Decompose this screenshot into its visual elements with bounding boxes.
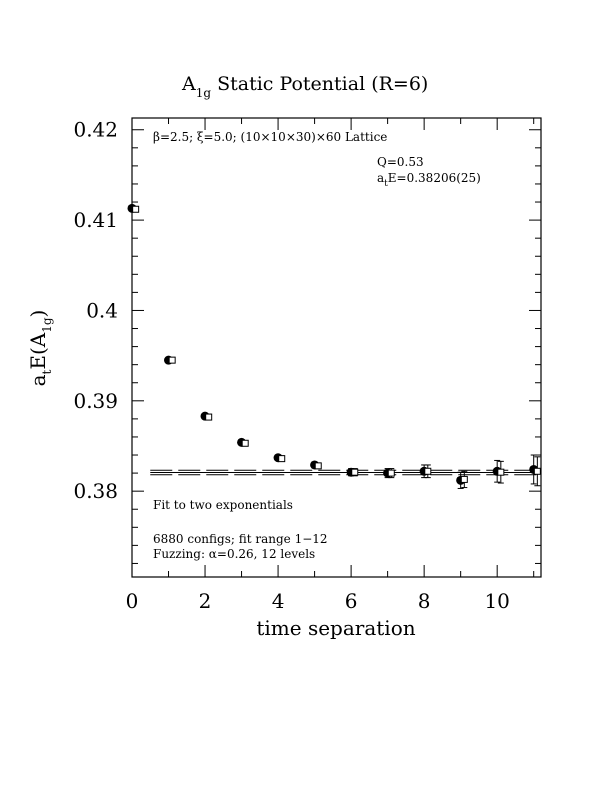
y-axis-title-sub-1g: 1g — [40, 317, 54, 333]
energy-note-prefix: a — [377, 171, 384, 185]
y-axis-title-close: ) — [26, 310, 50, 318]
y-tick-label: 0.41 — [73, 208, 118, 232]
axis-ticks — [131, 118, 541, 577]
y-tick-label: 0.38 — [73, 479, 118, 503]
data-point-square — [205, 413, 213, 421]
plot-frame — [131, 117, 542, 578]
fit-note: Fit to two exponentials — [153, 498, 293, 512]
chart-title: A1g Static Potential (R=6) — [181, 73, 428, 100]
data-point-square — [497, 468, 505, 476]
lattice-note: β=2.5; ξ=5.0; (10×10×30)×60 Lattice — [153, 130, 387, 144]
y-axis-title-main: a — [26, 374, 50, 386]
data-point-square — [387, 469, 395, 477]
data-point-square — [132, 205, 140, 213]
chart-title-rest: Static Potential (R=6) — [211, 73, 428, 95]
data-points — [127, 203, 541, 489]
data-point-square — [241, 439, 249, 447]
data-point-square — [351, 468, 359, 476]
fit-band — [150, 469, 541, 476]
y-tick-label: 0.4 — [86, 298, 118, 322]
x-tick-label: 10 — [484, 589, 509, 613]
energy-note-rest: E=0.38206(25) — [388, 171, 481, 185]
energy-note-sub: t — [384, 179, 388, 189]
x-tick-label: 4 — [272, 589, 285, 613]
data-point-square — [314, 462, 322, 470]
energy-note: atE=0.38206(25) — [377, 171, 481, 189]
data-point-square — [424, 467, 432, 475]
y-axis-title-sub-t: t — [40, 369, 54, 374]
q-note: Q=0.53 — [377, 155, 424, 169]
chart-title-main: A — [181, 73, 196, 95]
chart-title-sub: 1g — [196, 86, 212, 100]
tick-labels: 0 2 4 6 8 10 0.38 0.39 0.4 0.41 0.42 — [73, 118, 509, 613]
data-point-square — [460, 475, 468, 483]
y-axis-title-rest: E(A — [26, 332, 50, 369]
y-tick-label: 0.39 — [73, 389, 118, 413]
x-tick-label: 0 — [126, 589, 139, 613]
y-axis-title: atE(A1g) — [26, 310, 54, 387]
x-tick-label: 6 — [345, 589, 358, 613]
data-point-square — [278, 455, 286, 463]
data-point-square — [168, 356, 176, 364]
data-point-square — [533, 467, 541, 475]
x-axis-title: time separation — [256, 616, 415, 640]
configs-note: 6880 configs; fit range 1−12 — [153, 532, 328, 546]
x-tick-label: 8 — [418, 589, 431, 613]
x-tick-label: 2 — [199, 589, 212, 613]
y-tick-label: 0.42 — [73, 118, 118, 142]
fuzzing-note: Fuzzing: α=0.26, 12 levels — [153, 547, 315, 561]
